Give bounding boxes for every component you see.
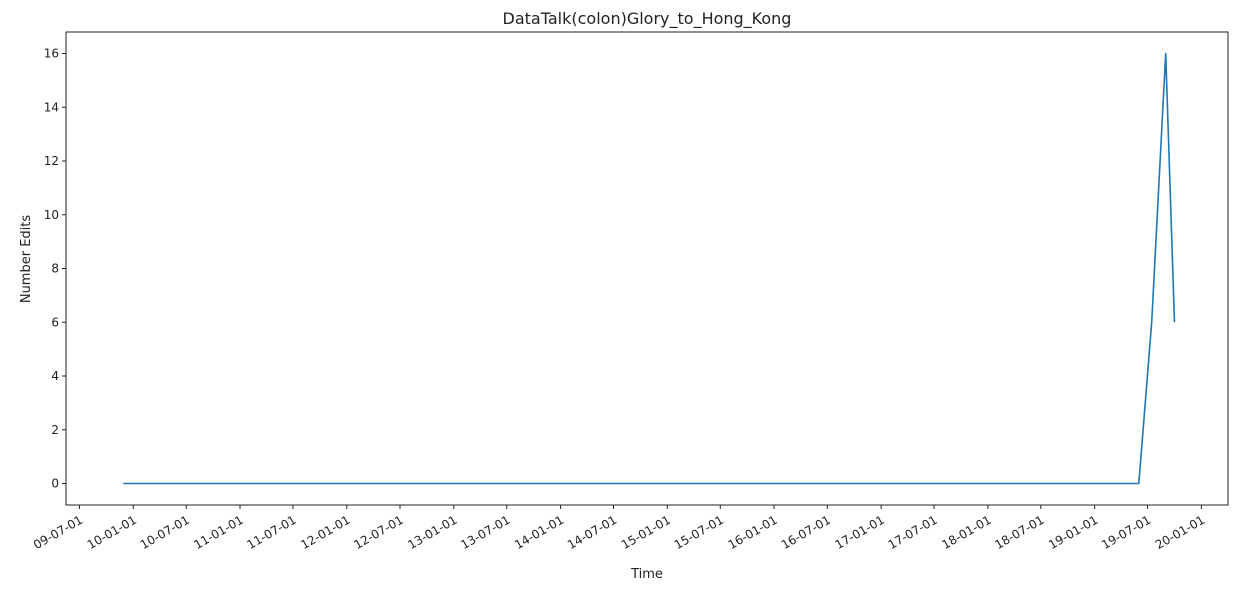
y-tick-label: 2	[51, 423, 59, 437]
y-tick-label: 10	[44, 208, 59, 222]
y-tick-label: 4	[51, 369, 59, 383]
y-tick-label: 14	[44, 100, 59, 114]
axes-frame	[65, 31, 1229, 506]
y-axis-label: Number Edits	[19, 215, 34, 304]
y-tick-label: 6	[51, 315, 59, 329]
chart-title: DataTalk(colon)Glory_to_Hong_Kong	[503, 9, 792, 29]
x-axis-label: Time	[630, 567, 663, 582]
y-tick-label: 12	[44, 154, 59, 168]
y-tick-label: 0	[51, 477, 59, 491]
y-tick-label: 8	[51, 262, 59, 276]
y-tick-label: 16	[44, 47, 59, 61]
series-line-0	[123, 52, 1176, 485]
